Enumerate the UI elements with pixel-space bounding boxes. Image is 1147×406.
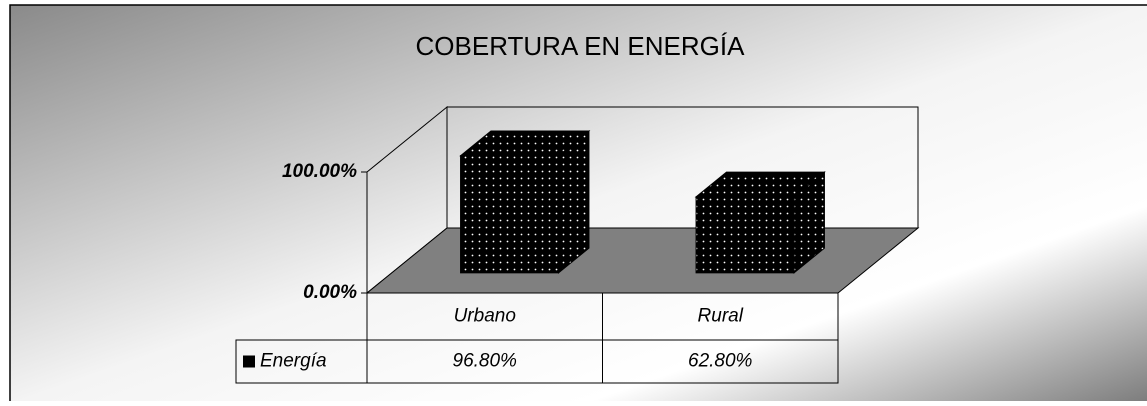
legend-label: Energía (260, 351, 327, 372)
bar-front (460, 155, 560, 274)
floor (365, 227, 920, 294)
bar (694, 171, 826, 274)
legend-key (243, 355, 255, 368)
chart-title: COBERTURA EN ENERGÍA (416, 31, 746, 61)
bar (459, 129, 591, 274)
category-label: Urbano (454, 306, 516, 327)
value-label: 62.80% (688, 351, 753, 372)
y-tick-label: 100.00% (282, 161, 357, 182)
bar-front (695, 196, 795, 274)
value-label: 96.80% (453, 351, 518, 372)
category-label: Rural (698, 306, 744, 327)
y-tick-label: 0.00% (303, 282, 357, 303)
